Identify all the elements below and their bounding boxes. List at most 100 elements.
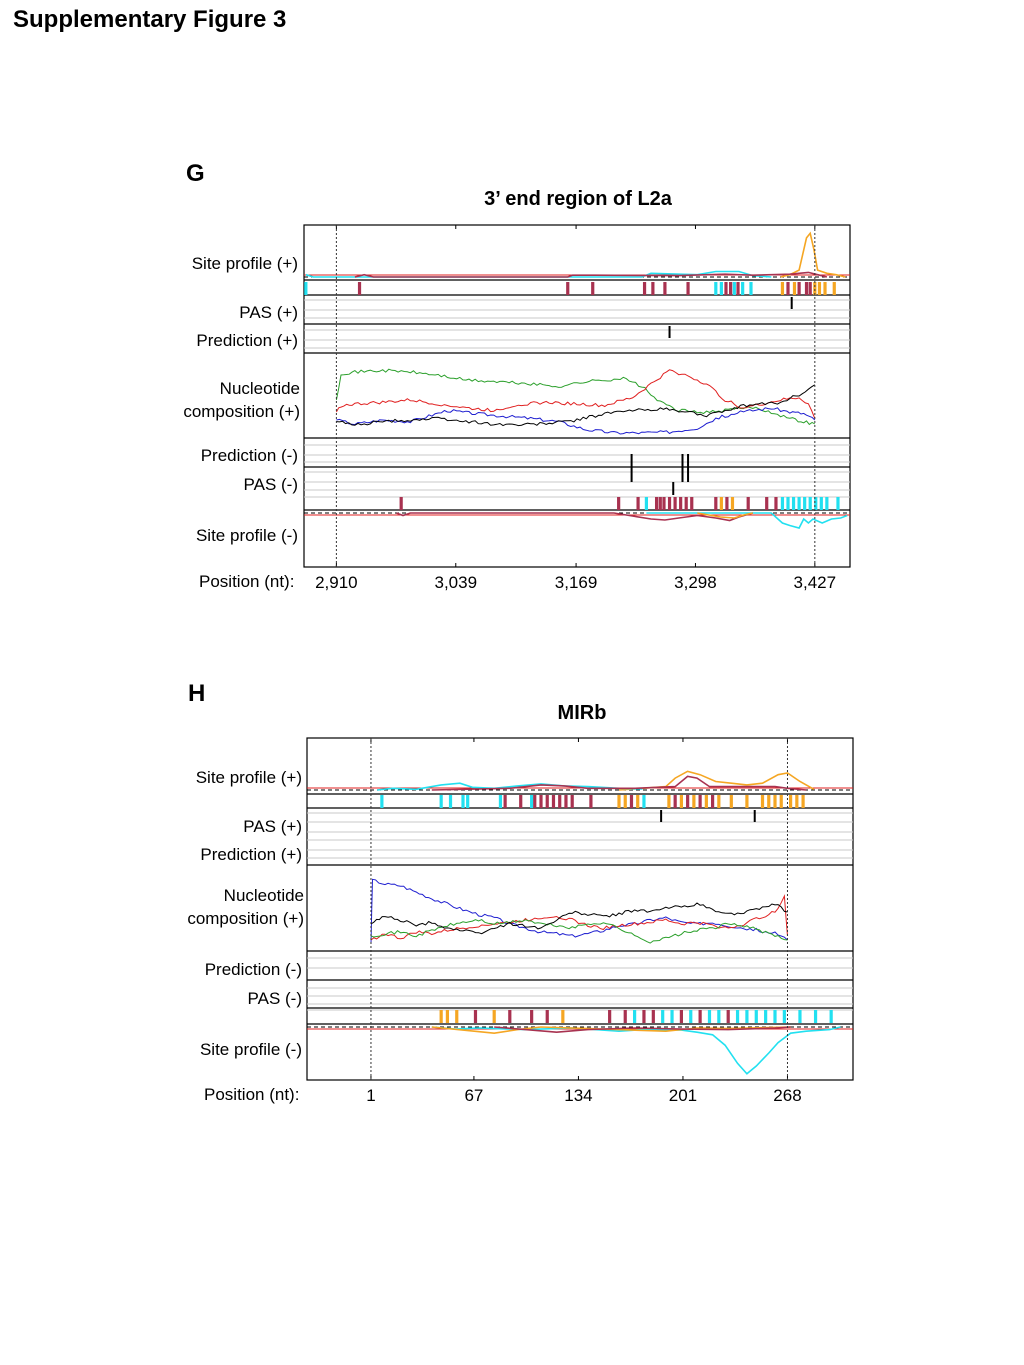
panel-letter: H xyxy=(188,680,206,707)
x-tick-label: 1 xyxy=(366,1086,376,1105)
composition-line-g xyxy=(370,919,788,944)
site-mark-plus xyxy=(466,795,470,808)
site-mark-plus xyxy=(686,795,690,808)
site-mark-minus xyxy=(808,497,812,510)
composition-line-t xyxy=(370,902,788,935)
site-profile-plus-line xyxy=(618,770,815,791)
site-mark-minus xyxy=(492,1010,496,1023)
plot-frame xyxy=(306,737,854,1081)
site-mark-minus xyxy=(819,497,823,510)
site-mark-plus xyxy=(817,282,822,295)
site-mark-plus xyxy=(642,282,647,295)
label-nucleotide-composition-plus: Nucleotide composition (+) xyxy=(183,379,300,421)
composition-line-a xyxy=(335,369,816,419)
site-mark-plus xyxy=(663,282,667,295)
site-mark-plus xyxy=(651,282,655,295)
label-site-profile-plus: Site profile (+) xyxy=(191,254,298,273)
site-mark-plus xyxy=(779,795,783,808)
site-profile-plus-line xyxy=(354,271,828,278)
site-mark-plus xyxy=(724,282,728,295)
site-mark-minus xyxy=(661,1010,665,1023)
site-mark-plus xyxy=(717,795,721,808)
site-mark-minus xyxy=(836,497,840,510)
x-tick-label: 67 xyxy=(464,1086,484,1105)
page-title: Supplementary Figure 3 xyxy=(13,6,287,33)
site-mark-minus xyxy=(754,1010,758,1023)
site-mark-minus xyxy=(803,497,807,510)
site-mark-plus xyxy=(729,282,733,295)
site-mark-minus xyxy=(617,497,621,510)
site-mark-minus xyxy=(651,1010,655,1023)
site-mark-minus xyxy=(608,1010,612,1023)
site-mark-minus xyxy=(726,1010,730,1023)
site-mark-plus xyxy=(686,282,690,295)
site-mark-minus xyxy=(658,497,662,510)
label-pas-plus: PAS (+) xyxy=(239,303,298,322)
site-mark-plus xyxy=(813,282,817,295)
site-mark-plus xyxy=(736,282,740,295)
label-site-profile-plus: Site profile (+) xyxy=(195,768,302,787)
site-mark-plus xyxy=(629,795,634,808)
label-prediction-minus: Prediction (-) xyxy=(204,960,302,979)
site-mark-minus xyxy=(644,497,649,510)
composition-line-a xyxy=(370,894,788,941)
site-mark-minus xyxy=(654,497,659,510)
site-mark-minus xyxy=(673,497,677,510)
site-profile-minus-line xyxy=(396,512,754,522)
label-prediction-plus: Prediction (+) xyxy=(200,845,302,864)
site-mark-plus xyxy=(729,795,733,808)
site-mark-plus xyxy=(564,795,568,808)
x-tick-label: 268 xyxy=(773,1086,802,1105)
site-mark-minus xyxy=(530,1010,534,1023)
site-mark-minus xyxy=(764,1010,768,1023)
site-mark-minus xyxy=(765,497,769,510)
site-mark-minus xyxy=(786,497,790,510)
site-mark-plus xyxy=(773,795,777,808)
site-mark-minus xyxy=(746,497,750,510)
site-mark-plus xyxy=(767,795,771,808)
site-mark-minus xyxy=(813,1010,818,1023)
label-prediction-minus: Prediction (-) xyxy=(200,446,298,465)
site-mark-plus xyxy=(792,282,797,295)
site-mark-plus xyxy=(673,795,677,808)
site-mark-minus xyxy=(698,1010,702,1023)
site-mark-plus xyxy=(623,795,627,808)
composition-line-c xyxy=(336,407,816,435)
site-mark-plus xyxy=(380,795,384,808)
site-mark-plus xyxy=(617,795,621,808)
site-mark-minus xyxy=(399,497,403,510)
site-mark-plus xyxy=(667,795,671,808)
site-profile-minus-line xyxy=(431,1026,841,1075)
site-mark-minus xyxy=(798,1010,802,1023)
site-mark-plus xyxy=(808,282,812,295)
site-mark-minus xyxy=(717,1010,721,1023)
label-site-profile-minus: Site profile (-) xyxy=(195,526,298,545)
site-mark-plus xyxy=(801,795,805,808)
site-mark-plus xyxy=(636,795,640,808)
site-mark-minus xyxy=(545,1010,549,1023)
label-site-profile-minus: Site profile (-) xyxy=(199,1040,302,1059)
site-mark-minus xyxy=(455,1010,459,1023)
site-mark-plus xyxy=(357,282,362,295)
site-mark-plus xyxy=(804,282,809,295)
site-mark-plus xyxy=(786,282,790,295)
label-nucleotide-composition-plus: Nucleotide composition (+) xyxy=(187,886,304,928)
site-mark-plus xyxy=(711,795,715,808)
site-mark-minus xyxy=(791,497,796,510)
site-mark-minus xyxy=(679,1010,683,1023)
site-mark-plus xyxy=(789,795,793,808)
site-profile-minus-line xyxy=(494,1026,791,1034)
site-mark-plus xyxy=(304,282,308,295)
site-mark-minus xyxy=(508,1010,512,1023)
site-mark-plus xyxy=(439,795,443,808)
plot-frame xyxy=(303,224,851,568)
site-mark-minus xyxy=(689,1010,693,1023)
site-mark-minus xyxy=(714,497,718,510)
plot-h xyxy=(306,737,854,1081)
site-mark-plus xyxy=(714,282,718,295)
x-tick-label: 3,298 xyxy=(674,573,717,592)
site-mark-plus xyxy=(704,795,708,808)
site-mark-plus xyxy=(795,795,799,808)
site-mark-plus xyxy=(698,795,702,808)
site-mark-plus xyxy=(719,282,723,295)
